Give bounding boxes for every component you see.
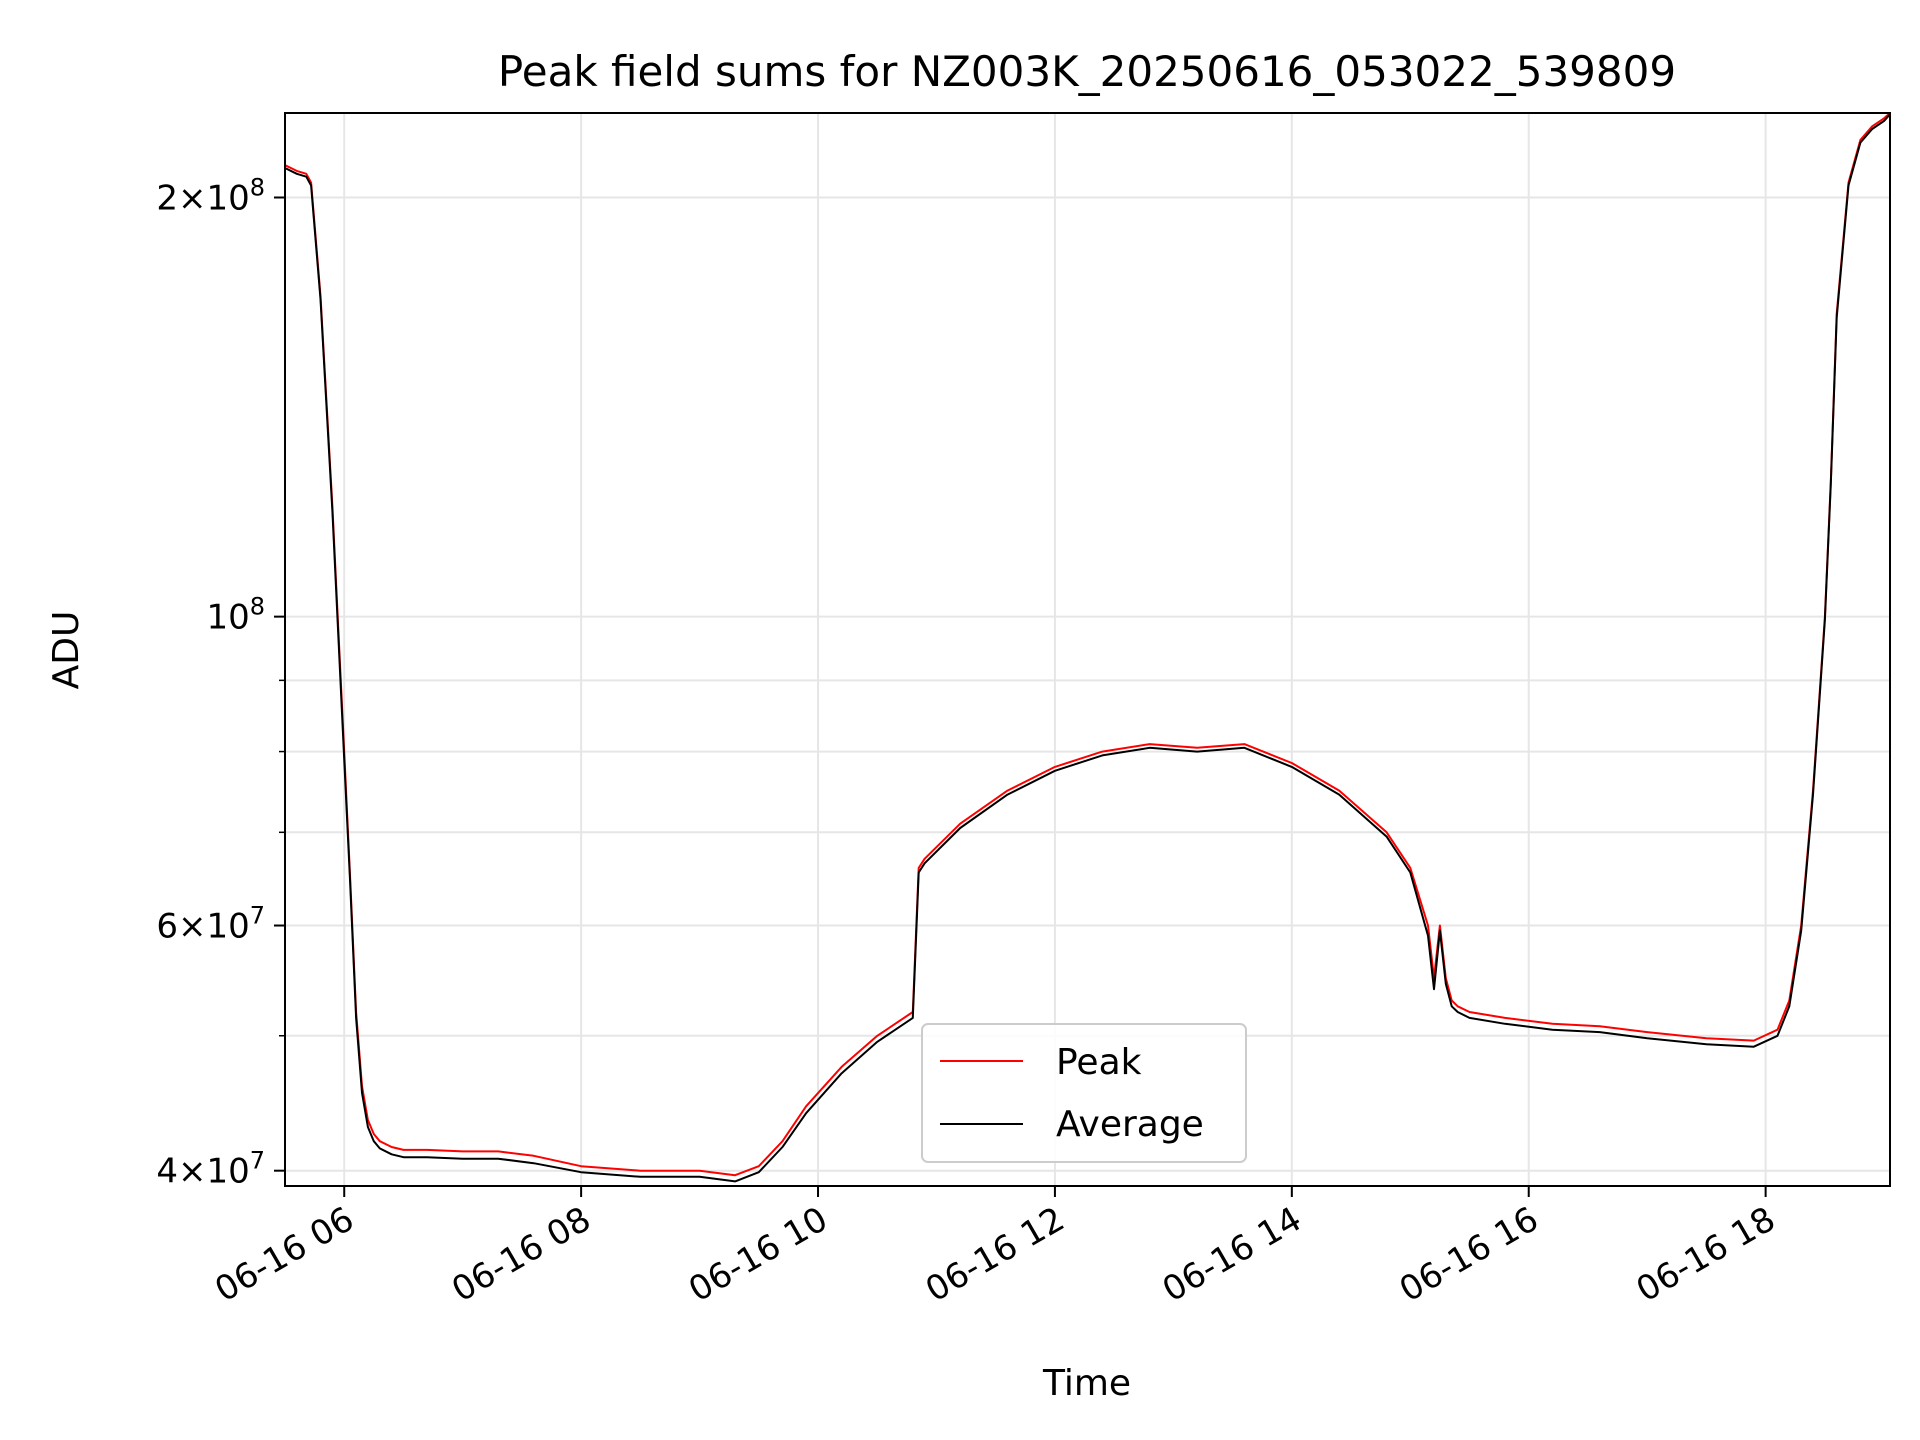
y-tick-label: 2×108 <box>156 174 265 219</box>
legend-box <box>921 1023 1247 1163</box>
series-line-peak <box>285 113 1890 1177</box>
y-tick-label: 4×107 <box>156 1147 265 1192</box>
legend: Peak Average <box>921 1023 1247 1163</box>
grid <box>285 113 1890 1186</box>
y-tick-label: 6×107 <box>156 902 265 947</box>
plot-frame <box>284 112 1891 1187</box>
legend-label-peak: Peak <box>1056 1042 1142 1083</box>
x-axis-label: Time <box>1042 1363 1131 1404</box>
legend-label-average: Average <box>1056 1104 1204 1145</box>
series-line-average <box>285 113 1890 1183</box>
y-tick-label: 108 <box>206 593 265 638</box>
y-axis-label: ADU <box>46 611 87 690</box>
chart-title: Peak field sums for NZ003K_20250616_0530… <box>498 47 1676 96</box>
series-layer <box>285 113 1890 1183</box>
